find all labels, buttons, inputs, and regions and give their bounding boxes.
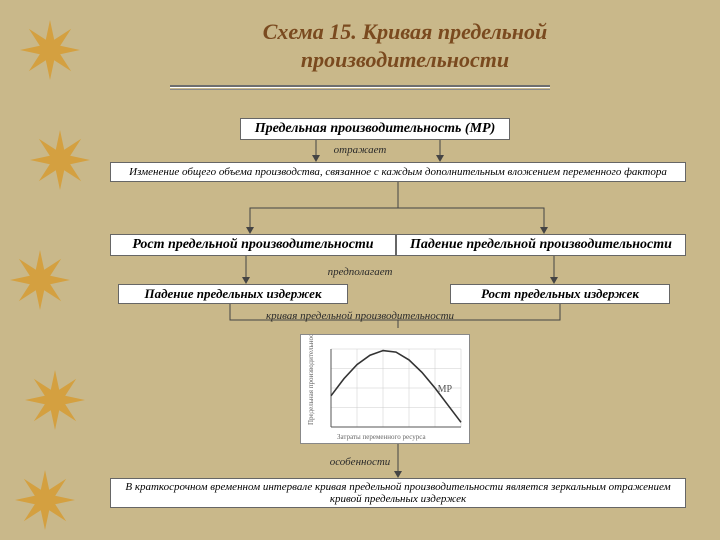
connectors-svg — [0, 118, 720, 538]
diagram-content: Предельная производительность (МР) отраж… — [0, 118, 720, 540]
title-underline — [170, 85, 550, 91]
page-title: Схема 15. Кривая предельной производител… — [0, 0, 720, 81]
